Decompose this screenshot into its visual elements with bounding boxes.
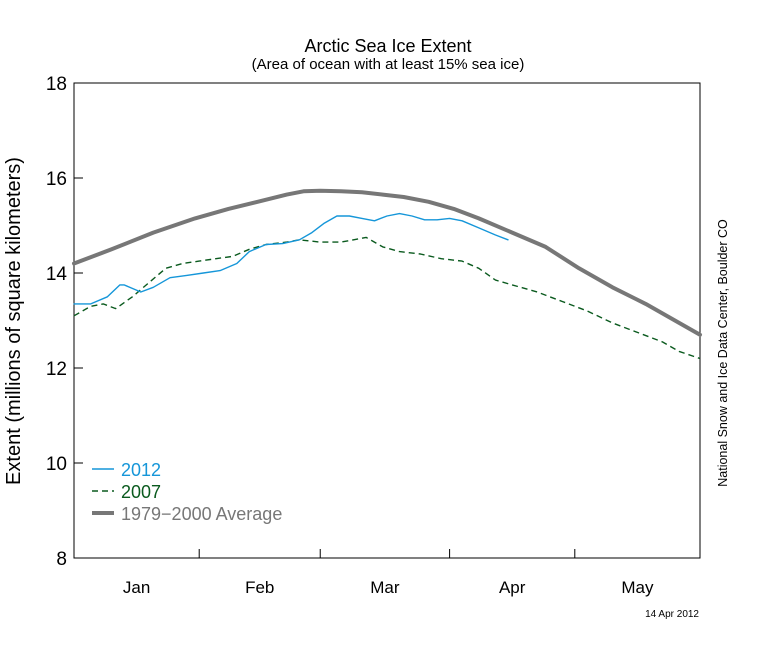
series-line-average xyxy=(72,188,702,337)
chart-subtitle: (Area of ocean with at least 15% sea ice… xyxy=(252,56,525,73)
legend: 2012 2007 1979−2000 Average xyxy=(92,460,282,524)
y-tick-label-14: 14 xyxy=(46,264,68,285)
y-tick-label-18: 18 xyxy=(46,74,67,95)
y-axis: 8 10 12 14 16 18 xyxy=(46,74,83,570)
legend-average-label: 1979−2000 Average xyxy=(121,504,282,524)
chart-title: Arctic Sea Ice Extent xyxy=(304,36,471,56)
x-tick-label-mar: Mar xyxy=(370,578,400,597)
x-axis: Jan Feb Mar Apr May xyxy=(123,549,654,597)
credit-label: National Snow and Ice Data Center, Bould… xyxy=(716,219,730,487)
y-tick-label-16: 16 xyxy=(46,169,67,190)
plot-frame xyxy=(73,82,701,559)
y-tick-label-10: 10 xyxy=(46,454,67,475)
series-line-2007 xyxy=(73,236,701,360)
series-line-2012 xyxy=(73,212,509,305)
x-tick-label-feb: Feb xyxy=(245,578,274,597)
y-tick-label-12: 12 xyxy=(46,359,67,380)
x-tick-label-apr: Apr xyxy=(499,578,526,597)
legend-2007-label: 2007 xyxy=(121,482,161,502)
x-tick-label-may: May xyxy=(621,578,654,597)
y-axis-label: Extent (millions of square kilometers) xyxy=(3,157,25,485)
date-label: 14 Apr 2012 xyxy=(645,609,699,620)
legend-2012-label: 2012 xyxy=(121,460,161,480)
y-tick-label-8: 8 xyxy=(56,549,67,570)
x-tick-label-jan: Jan xyxy=(123,578,150,597)
series-layer xyxy=(72,188,702,360)
